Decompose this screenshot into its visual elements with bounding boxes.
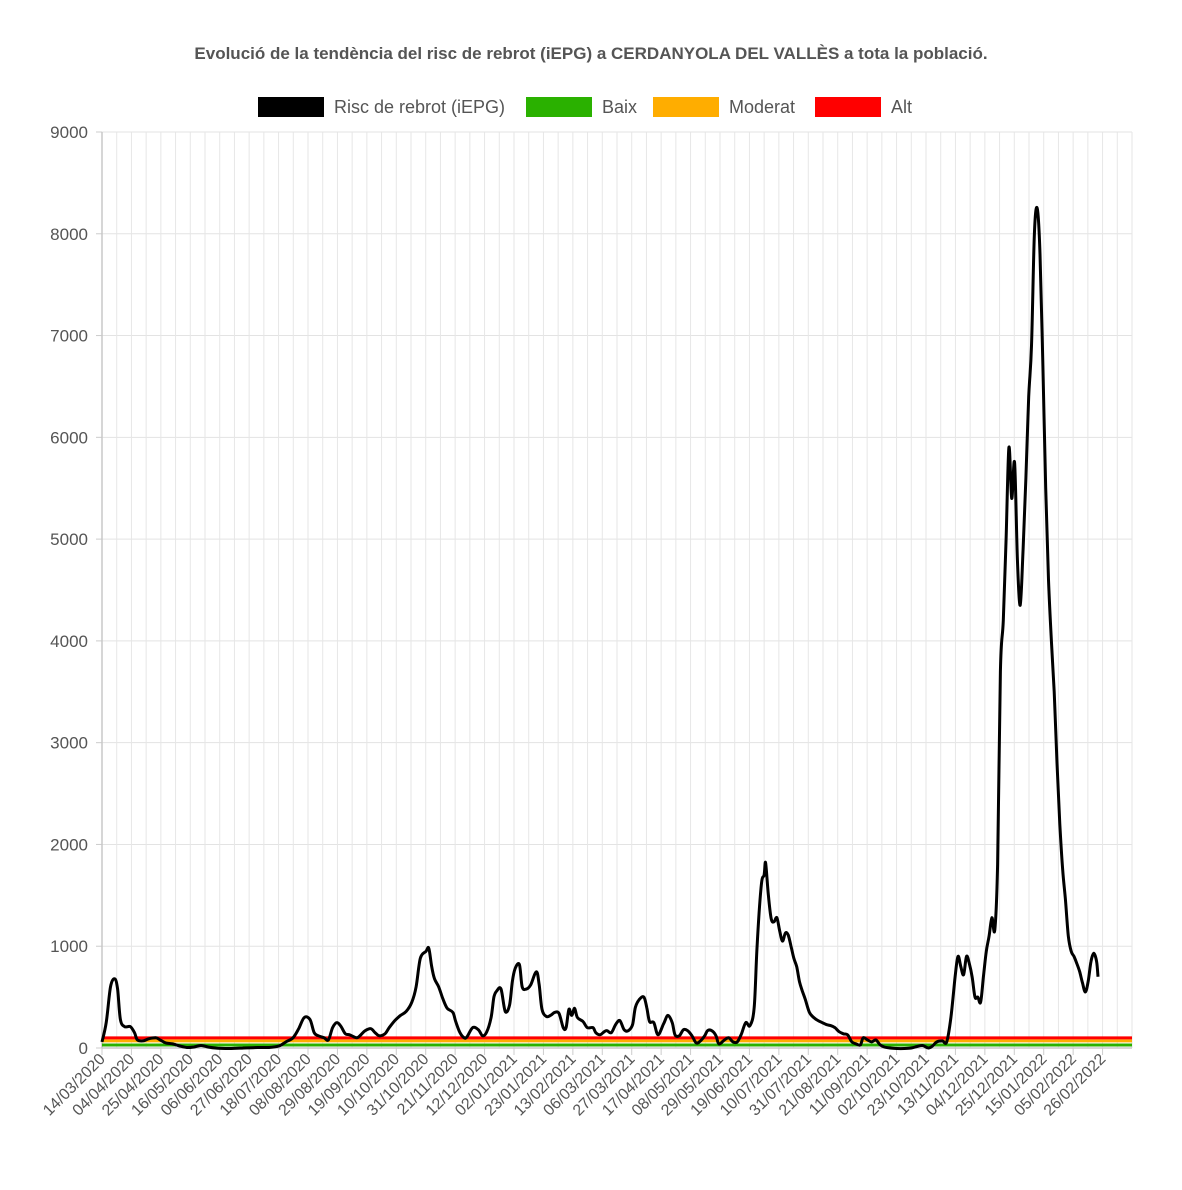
y-tick-label: 2000 <box>50 835 88 854</box>
legend-swatch-alt <box>815 97 881 117</box>
y-tick-label: 8000 <box>50 225 88 244</box>
y-tick-label: 9000 <box>50 123 88 142</box>
y-tick-label: 1000 <box>50 937 88 956</box>
series-line-iepg <box>100 205 1100 1051</box>
legend-swatch-iepg <box>258 97 324 117</box>
legend-swatch-moderat <box>653 97 719 117</box>
y-tick-label: 5000 <box>50 530 88 549</box>
legend-swatch-baix <box>526 97 592 117</box>
legend-label-alt: Alt <box>891 97 913 117</box>
legend: Risc de rebrot (iEPG) Baix Moderat Alt <box>0 95 1182 121</box>
y-tick-label: 0 <box>79 1039 88 1058</box>
chart-title: Evolució de la tendència del risc de reb… <box>194 44 988 63</box>
legend-label-iepg: Risc de rebrot (iEPG) <box>334 97 506 117</box>
legend-label-baix: Baix <box>602 97 638 117</box>
y-tick-label: 7000 <box>50 327 88 346</box>
legend-label-moderat: Moderat <box>729 97 796 117</box>
y-tick-label: 6000 <box>50 428 88 447</box>
y-tick-label: 4000 <box>50 632 88 651</box>
y-tick-label: 3000 <box>50 734 88 753</box>
